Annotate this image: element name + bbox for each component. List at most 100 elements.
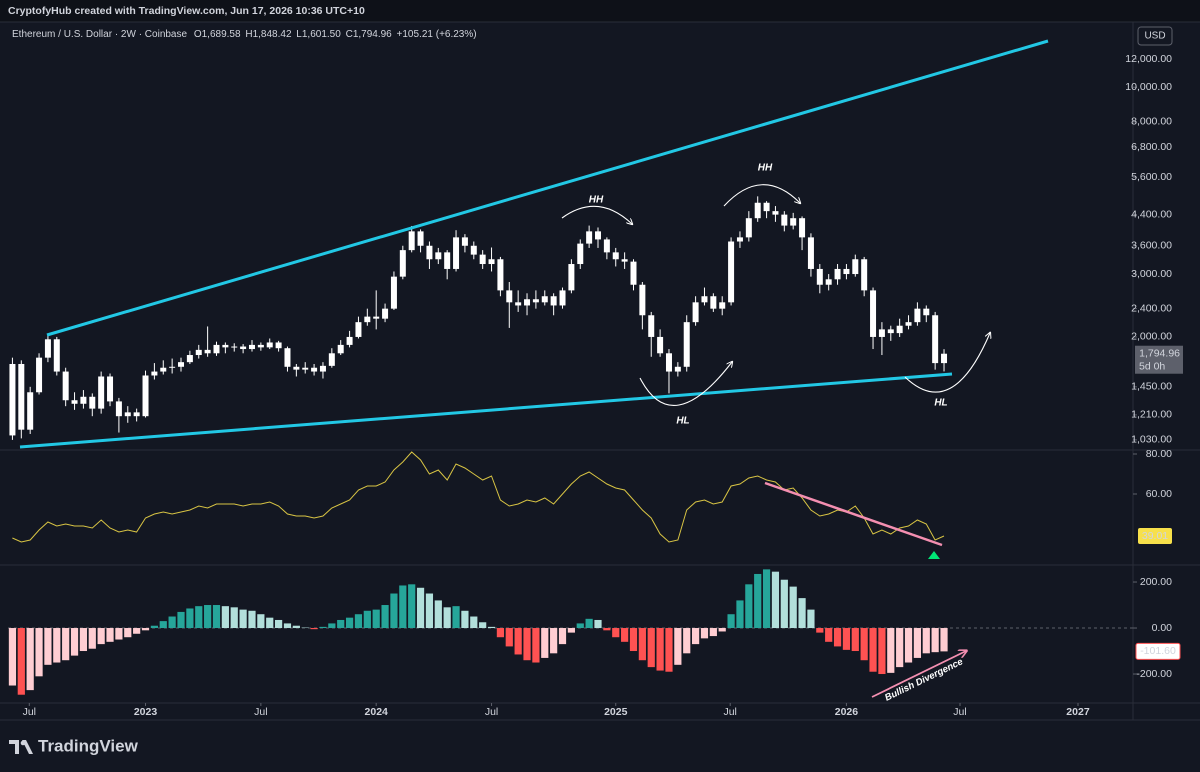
histogram-bar: [496, 628, 505, 638]
candle-body: [683, 322, 690, 367]
candle-body: [834, 268, 841, 280]
candle-body: [603, 239, 610, 253]
histogram-bar: [283, 623, 292, 629]
ohlc-label: L: [296, 29, 302, 40]
y-tick-label: 200.00: [1140, 576, 1172, 588]
histogram-bar: [443, 607, 451, 629]
y-tick-label: 4,400.00: [1131, 208, 1172, 220]
logo: [20, 740, 26, 746]
candle-body: [488, 259, 495, 265]
histogram-bar: [887, 628, 895, 673]
histogram-bar: [479, 622, 487, 629]
histogram-bar: [159, 621, 167, 629]
rsi-trendline: [764, 481, 943, 547]
candle-body: [621, 259, 628, 262]
candle-body: [861, 259, 868, 291]
histogram-bar: [798, 598, 806, 629]
histogram-bar: [789, 586, 797, 629]
histogram-bar: [647, 628, 655, 668]
y-tick-label: 8,000.00: [1131, 116, 1172, 128]
histogram-bar: [665, 628, 673, 672]
histogram-bar: [248, 610, 256, 629]
histogram-bar: [26, 628, 34, 691]
currency[interactable]: USD: [1144, 31, 1165, 42]
candle-body: [461, 237, 468, 246]
histogram-bar: [567, 628, 575, 633]
candle-body: [541, 296, 548, 303]
histogram-bar: [523, 628, 531, 661]
candle-body: [736, 237, 743, 242]
histogram-bar: [541, 628, 549, 658]
candle-body: [825, 279, 832, 285]
credit: CryptofyHub created with TradingView.com…: [8, 5, 365, 17]
y-tick-label: 6,800.00: [1131, 141, 1172, 153]
histogram-bar: [35, 628, 43, 677]
candle-body: [257, 344, 264, 348]
candle-body: [151, 371, 158, 376]
histogram-bar: [275, 619, 283, 629]
candle-body: [408, 231, 415, 251]
candle-body: [692, 302, 699, 323]
candle-body: [479, 254, 486, 265]
countdown: 5d 0h: [1139, 361, 1165, 373]
candle-body: [870, 290, 877, 337]
histogram-bar: [470, 616, 478, 629]
histogram-bar: [922, 628, 930, 654]
candle-body: [240, 346, 247, 350]
candle-body: [665, 353, 672, 372]
candle-body: [337, 344, 344, 354]
y-tick-label: 3,000.00: [1131, 268, 1172, 280]
y-tick-label: 5,600.00: [1131, 171, 1172, 183]
ohlc-value: 1,794.96: [353, 29, 392, 40]
candle-body: [807, 237, 814, 269]
candle-body: [390, 276, 397, 309]
currency-box[interactable]: [1137, 26, 1173, 46]
brand: TradingView: [9, 736, 139, 755]
histogram-bar: [345, 617, 354, 629]
histogram-bar: [621, 628, 629, 642]
ohlc-label: H: [245, 29, 252, 40]
candle-body: [887, 329, 894, 334]
histogram-bar: [913, 628, 922, 658]
x-tick-label: Jul: [485, 706, 498, 718]
candle-body: [89, 396, 96, 409]
candle-body: [781, 214, 788, 226]
histogram-bar: [363, 610, 371, 629]
histogram-bar: [700, 628, 709, 639]
histogram-bar: [754, 573, 762, 629]
plot: 12,000.00 10,000.00 8,000.00 6,800.00 5,600.…: [8, 53, 1183, 718]
histogram-bar: [186, 608, 194, 629]
y-tick-label: 12,000.00: [1125, 53, 1172, 65]
histogram-bar: [195, 606, 203, 629]
histogram-bar: [896, 628, 904, 668]
legend: Ethereum / U.S. Dollar · 2W · Coinbase O…: [12, 29, 477, 40]
histogram-bar: [8, 628, 17, 686]
candle-body: [444, 252, 451, 269]
histogram-bar: [124, 628, 132, 638]
histogram-bar: [683, 628, 691, 654]
histogram-bar: [168, 616, 176, 629]
histogram-bar: [638, 628, 646, 661]
histogram-bar: [558, 628, 567, 645]
upper-trendline: [46, 39, 1049, 337]
x-tick-label: Jul: [254, 706, 267, 718]
histogram-bar: [550, 628, 558, 654]
candle-body: [133, 412, 140, 417]
lower-trendline: [19, 372, 953, 449]
histogram-bar: [860, 628, 868, 661]
candle-body: [799, 218, 806, 238]
candle-body: [657, 336, 664, 354]
histogram-bar: [141, 628, 150, 631]
histogram-bar: [425, 593, 434, 629]
histogram-bar: [328, 623, 336, 629]
hh-label: HH: [589, 195, 604, 206]
candle-body: [213, 344, 220, 354]
candle-body: [763, 202, 770, 212]
histogram-bar: [230, 607, 238, 629]
candle-body: [923, 308, 930, 316]
histogram-bar: [514, 628, 522, 655]
candle-body: [524, 299, 531, 306]
last-value: 39.01: [1142, 530, 1168, 542]
histogram-bar: [487, 626, 496, 629]
